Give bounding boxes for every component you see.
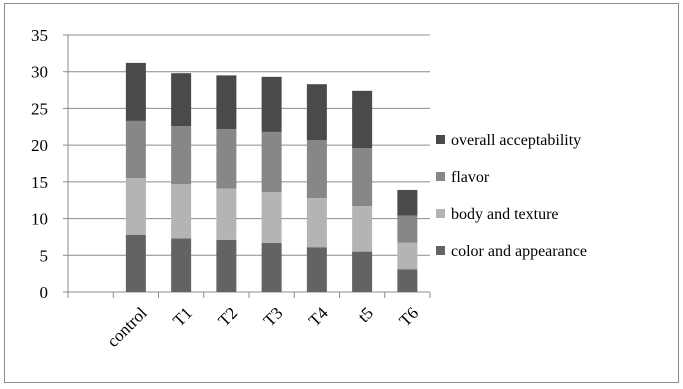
bar-T1-flavor (171, 126, 192, 185)
legend-swatch-overall-acceptability (436, 135, 445, 144)
x-tick-label-t5: t5 (354, 303, 377, 326)
y-tick-label-0: 0 (40, 283, 49, 302)
bar-T4-body-and-texture (306, 198, 327, 248)
x-tick-label-control: control (103, 303, 151, 351)
chart-frame (4, 3, 679, 383)
bar-T2-color-and-appearance (216, 239, 237, 292)
legend-label-color-and-appearance: color and appearance (451, 243, 587, 260)
legend-swatch-color-and-appearance (436, 246, 445, 255)
bar-control-flavor (125, 120, 146, 179)
legend-swatch-body-and-texture (436, 209, 445, 218)
legend-label-overall-acceptability: overall acceptability (451, 132, 581, 149)
y-tick-label-20: 20 (31, 136, 48, 155)
bar-control-body-and-texture (125, 178, 146, 235)
bar-T4-flavor (306, 140, 327, 199)
bar-t5-body-and-texture (352, 206, 373, 252)
bar-T3-flavor (261, 131, 282, 193)
y-tick-label-15: 15 (31, 173, 48, 192)
y-tick-label-5: 5 (40, 246, 49, 265)
bar-control-overall-acceptability (125, 62, 146, 121)
x-tick-label-T1: T1 (169, 303, 196, 330)
x-tick-label-T3: T3 (260, 303, 287, 330)
bar-T3-overall-acceptability (261, 76, 282, 132)
legend-swatch-flavor (436, 172, 445, 181)
legend-label-body-and-texture: body and texture (451, 206, 559, 223)
bar-T3-body-and-texture (261, 192, 282, 243)
bar-T2-body-and-texture (216, 188, 237, 240)
bar-T1-body-and-texture (171, 184, 192, 239)
bar-T6-body-and-texture (397, 242, 418, 270)
bar-T6-overall-acceptability (397, 189, 418, 216)
bar-T1-color-and-appearance (171, 238, 192, 292)
x-tick-label-T2: T2 (214, 303, 241, 330)
bar-t5-color-and-appearance (352, 251, 373, 292)
bar-T4-color-and-appearance (306, 247, 327, 292)
bar-T2-flavor (216, 128, 237, 189)
y-tick-label-35: 35 (31, 26, 48, 45)
legend-label-flavor: flavor (451, 169, 490, 186)
y-tick-label-25: 25 (31, 99, 48, 118)
bar-T6-flavor (397, 215, 418, 243)
y-tick-label-10: 10 (31, 210, 48, 229)
x-tick-label-T6: T6 (395, 303, 422, 330)
bar-T3-color-and-appearance (261, 242, 282, 292)
y-tick-label-30: 30 (31, 63, 48, 82)
bar-T2-overall-acceptability (216, 75, 237, 129)
bar-t5-overall-acceptability (352, 90, 373, 149)
bar-control-color-and-appearance (125, 234, 146, 292)
bar-T4-overall-acceptability (306, 84, 327, 141)
bar-T6-color-and-appearance (397, 269, 418, 292)
bar-T1-overall-acceptability (171, 73, 192, 127)
x-tick-label-T4: T4 (305, 303, 332, 330)
bar-t5-flavor (352, 148, 373, 207)
